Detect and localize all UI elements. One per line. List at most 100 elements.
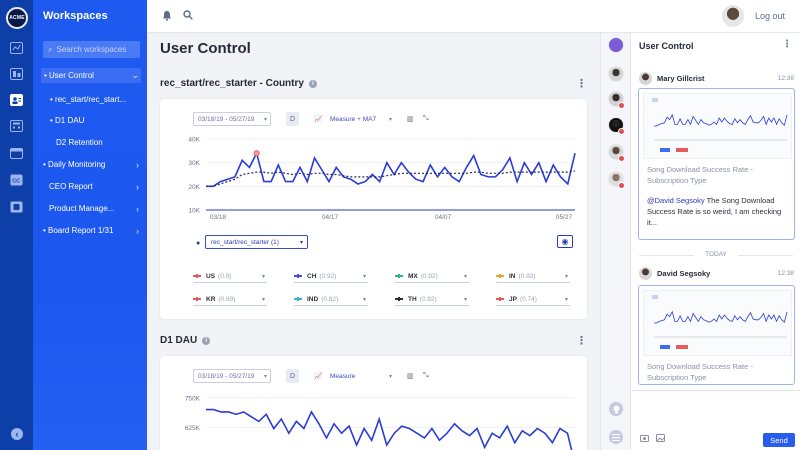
legend-item-ch[interactable]: CH (0.92) ▾ [294, 270, 368, 283]
chart-attachment[interactable]: Song Download Success Rate - Subscriptio… [638, 285, 795, 385]
logout-link[interactable]: Log out [755, 11, 786, 21]
sidebar-item-daily-monitoring[interactable]: • Daily Monitoring › [43, 157, 143, 172]
legend-item-kr[interactable]: KR (0.89) ▾ [193, 293, 267, 306]
chevron-down-icon: ▾ [261, 273, 265, 280]
date-range-value: 03/18/19 - 05/27/19 [198, 372, 255, 380]
line-chart-icon[interactable]: 📈 [314, 373, 323, 380]
message-author: Mary Gillcrist [657, 74, 705, 83]
calculator-icon[interactable] [10, 120, 23, 132]
sidebar-item-label: • D1 DAU [50, 116, 85, 125]
legend-value: (0.9) [218, 272, 232, 280]
legend-item-mx[interactable]: MX (0.92) ▾ [395, 270, 469, 283]
message-body: The Song Download Success Rate is so wei… [647, 196, 782, 227]
attachment-title: Song Download Success Rate - Subscriptio… [647, 165, 753, 185]
chart-attachment[interactable]: Song Download Success Rate - Subscriptio… [638, 88, 795, 240]
expand-icon[interactable]: ⤡ [423, 115, 429, 122]
legend-value: (0.89) [218, 295, 236, 303]
line-chart-icon[interactable]: 📈 [314, 116, 323, 123]
collapse-sidebar-icon[interactable]: ‹ [11, 428, 23, 440]
sidebar-item-d2-retention[interactable]: D2 Retention [56, 135, 156, 150]
y-tick-label: 10K [188, 208, 200, 215]
date-range-value: 03/18/19 - 05/27/19 [198, 115, 255, 123]
more-options-icon[interactable]: ⋮ [782, 39, 792, 50]
chat-title: User Control [639, 41, 694, 51]
section-title-country: rec_start/rec_starter - Country i [160, 78, 317, 89]
message-time: 12:38 [777, 270, 794, 277]
avatar[interactable] [639, 267, 652, 280]
chevron-down-icon: ▾ [463, 273, 467, 280]
chevron-down-icon: ▾ [388, 116, 392, 123]
mention[interactable]: @David Segsoky [647, 196, 705, 205]
chevron-down-icon: ▾ [362, 273, 366, 280]
thumb-series-line [654, 310, 788, 324]
user-avatar[interactable] [722, 5, 744, 27]
search-placeholder: Search workspaces [56, 45, 127, 54]
send-button[interactable]: Send [763, 433, 795, 447]
sidebar-title: Workspaces [43, 10, 108, 22]
measure-select[interactable]: Measure + MA7 ▾ [326, 112, 395, 126]
lightbulb-icon[interactable] [609, 402, 623, 416]
legend-swatch [395, 274, 403, 278]
acme-logo[interactable]: ACME [6, 7, 28, 29]
country-line-chart: 10K 20K 30K 40K 03/18 04/17 04/07 05/27 [188, 137, 576, 221]
bar-chart-icon[interactable]: ▥ [407, 116, 414, 123]
chart-icon[interactable] [10, 42, 23, 54]
chevron-down-icon: ▾ [261, 296, 265, 303]
sidebar-item-label: D2 Retention [56, 138, 103, 147]
search-icon[interactable] [183, 10, 193, 23]
granularity-button[interactable]: D [286, 369, 299, 383]
avatar[interactable] [639, 72, 652, 85]
legend-value: (0.74) [519, 295, 537, 303]
attachment-chart-thumbnail [643, 290, 792, 356]
bar-chart-icon[interactable]: ▥ [407, 373, 414, 380]
camera-icon[interactable] [640, 434, 649, 444]
sidebar-item-d1-dau[interactable]: • D1 DAU [50, 113, 150, 128]
channel-avatar[interactable] [608, 37, 624, 53]
granularity-button[interactable]: D [286, 112, 299, 126]
legend-item-in[interactable]: IN (0.92) ▾ [496, 270, 570, 283]
calendar-icon[interactable] [10, 147, 23, 159]
section-title-text: rec_start/rec_starter - Country [160, 78, 304, 89]
sidebar-item-user-control[interactable]: • User Control ⌄ [41, 68, 141, 83]
legend-item-ind[interactable]: IND (0.82) ▾ [294, 293, 368, 306]
legend-item-us[interactable]: US (0.9) ▾ [193, 270, 267, 283]
date-range-picker[interactable]: 03/18/19 - 05/27/19 ▾ [193, 369, 271, 383]
search-workspaces-input[interactable]: ⌕ Search workspaces [43, 41, 140, 58]
measure-value: Measure + MA7 [330, 115, 377, 123]
sidebar-item-rec-start[interactable]: • rec_start/rec_start... [50, 92, 138, 107]
date-range-picker[interactable]: 03/18/19 - 05/27/19 ▾ [193, 112, 271, 126]
sidebar-item-ceo-report[interactable]: CEO Report › [49, 179, 143, 194]
more-options-icon[interactable]: ⋮ [576, 78, 587, 90]
legend-value: (0.82) [321, 295, 339, 303]
chevron-right-icon: › [136, 181, 139, 192]
legend-item-jp[interactable]: JP (0.74) ▾ [496, 293, 570, 306]
thumb-control [652, 98, 658, 102]
info-icon[interactable]: i [308, 79, 317, 88]
sidebar-item-label: Product Manage... [49, 204, 115, 213]
info-icon[interactable]: i [202, 336, 211, 345]
cc-icon[interactable]: CC [10, 174, 23, 186]
measure-select[interactable]: Measure ▾ [326, 369, 395, 383]
bell-icon[interactable] [162, 10, 172, 24]
sidebar-item-board-report[interactable]: • Board Report 1/31 › [43, 223, 143, 238]
participant-avatar[interactable] [608, 66, 624, 82]
dashboard-icon[interactable] [10, 68, 23, 80]
users-icon[interactable] [10, 94, 23, 106]
sidebar-item-label: • rec_start/rec_start... [50, 95, 127, 104]
chat-panel: User Control ⋮ Mary Gillcrist 12:38 Song… [630, 33, 800, 450]
unread-badge [618, 128, 625, 135]
chevron-down-icon: ▾ [564, 296, 568, 303]
y-tick-label: 30K [188, 160, 200, 167]
sidebar-item-label: • Board Report 1/31 [43, 226, 114, 235]
widget-icon[interactable] [10, 201, 23, 213]
sidebar-item-product-management[interactable]: Product Manage... › [49, 201, 143, 216]
series-select[interactable]: rec_start/rec_starter (1) ▾ [205, 235, 308, 249]
list-icon[interactable] [609, 430, 623, 444]
expand-icon[interactable]: ⤡ [423, 372, 429, 379]
message-time: 12:38 [777, 75, 794, 82]
legend-item-th[interactable]: TH (0.92) ▾ [395, 293, 469, 306]
image-icon[interactable] [656, 434, 665, 444]
eye-icon[interactable]: ◉ [557, 235, 573, 248]
series-line-dau [206, 408, 573, 450]
more-options-icon[interactable]: ⋮ [576, 335, 587, 347]
